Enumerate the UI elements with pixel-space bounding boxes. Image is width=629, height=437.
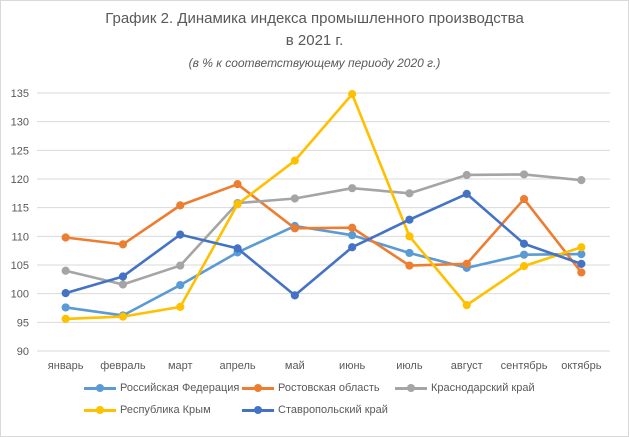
chart-subtitle: (в % к соответствующему периоду 2020 г.) bbox=[188, 56, 441, 70]
data-point bbox=[61, 303, 70, 312]
legend-label: Ростовская область bbox=[278, 382, 380, 394]
y-tick-label: 115 bbox=[11, 203, 29, 215]
x-tick-label: апрель bbox=[220, 360, 256, 372]
y-tick-label: 125 bbox=[11, 145, 29, 157]
legend-label: Краснодарский край bbox=[431, 382, 535, 394]
x-tick-label: май bbox=[285, 360, 305, 372]
data-point bbox=[176, 261, 185, 270]
data-point bbox=[405, 215, 414, 224]
data-point bbox=[519, 194, 529, 204]
data-point bbox=[519, 262, 529, 271]
y-tick-label: 100 bbox=[11, 289, 29, 301]
data-point bbox=[118, 280, 128, 289]
series-line-3 bbox=[65, 173, 582, 286]
x-tick-label: январь bbox=[48, 360, 84, 372]
data-point bbox=[348, 184, 357, 193]
y-tick-label: 135 bbox=[11, 88, 29, 100]
chart-title-line1: График 2. Динамика индекса промышленного… bbox=[105, 10, 524, 27]
data-point bbox=[462, 170, 471, 180]
legend-label: Ставропольский край bbox=[278, 404, 388, 416]
y-tick-label: 90 bbox=[17, 346, 29, 358]
data-point bbox=[405, 232, 414, 241]
data-point bbox=[176, 302, 185, 311]
data-point bbox=[290, 194, 299, 203]
data-point bbox=[61, 266, 70, 275]
legend-swatch bbox=[84, 405, 116, 415]
data-point bbox=[462, 301, 471, 310]
y-tick-label: 105 bbox=[11, 260, 29, 272]
series-line-2 bbox=[65, 182, 583, 274]
y-tick-label: 130 bbox=[11, 117, 29, 129]
legend-item: Республика Крым bbox=[84, 404, 211, 416]
data-point bbox=[290, 291, 299, 300]
y-tick-label: 110 bbox=[11, 231, 29, 243]
data-point bbox=[118, 312, 128, 321]
legend-item: Ставропольский край bbox=[242, 404, 388, 416]
series-line-5 bbox=[65, 192, 582, 297]
data-point bbox=[577, 268, 586, 277]
data-point bbox=[577, 176, 586, 185]
legend-item: Ростовская область bbox=[242, 382, 380, 394]
legend-item: Краснодарский край bbox=[395, 382, 535, 394]
data-point bbox=[290, 224, 299, 233]
data-point bbox=[348, 223, 357, 232]
data-point bbox=[176, 201, 185, 210]
legend-label: Республика Крым bbox=[120, 404, 211, 416]
data-point bbox=[118, 240, 128, 249]
x-tick-label: август bbox=[451, 360, 483, 372]
legend-item: Российская Федерация bbox=[84, 382, 239, 394]
y-tick-label: 95 bbox=[17, 317, 29, 329]
data-point bbox=[577, 243, 586, 252]
x-tick-label: июль bbox=[396, 360, 423, 372]
data-point bbox=[462, 259, 471, 268]
legend-label: Российская Федерация bbox=[120, 382, 240, 394]
data-point bbox=[577, 259, 586, 268]
legend-swatch bbox=[242, 405, 274, 415]
data-point bbox=[61, 314, 70, 323]
data-point bbox=[118, 272, 128, 281]
data-point bbox=[577, 250, 586, 259]
data-point bbox=[348, 243, 357, 252]
data-point bbox=[405, 248, 414, 258]
data-point bbox=[462, 189, 471, 199]
data-point bbox=[405, 261, 414, 270]
legend-swatch bbox=[84, 383, 116, 393]
x-tick-label: сентябрь bbox=[501, 360, 548, 372]
x-tick-label: октябрь bbox=[561, 360, 601, 372]
data-point bbox=[290, 156, 299, 165]
series-line-4 bbox=[65, 92, 582, 321]
data-point bbox=[348, 231, 357, 240]
legend-swatch bbox=[395, 383, 427, 393]
data-point bbox=[233, 180, 242, 189]
data-point bbox=[61, 288, 70, 298]
data-point bbox=[519, 239, 529, 248]
series-line-1 bbox=[65, 224, 582, 317]
x-tick-label: март bbox=[168, 360, 193, 372]
x-tick-label: июнь bbox=[339, 360, 365, 372]
y-tick-label: 120 bbox=[11, 174, 29, 186]
data-point bbox=[348, 90, 357, 99]
data-point bbox=[519, 250, 529, 259]
chart-title-line2: в 2021 г. bbox=[285, 32, 344, 49]
data-point bbox=[233, 244, 242, 253]
data-point bbox=[176, 280, 185, 290]
data-point bbox=[61, 233, 70, 242]
data-point bbox=[405, 189, 414, 198]
data-point bbox=[519, 170, 529, 179]
legend-swatch bbox=[242, 383, 274, 393]
data-point bbox=[233, 200, 242, 209]
x-tick-label: февраль bbox=[100, 360, 146, 372]
data-point bbox=[176, 230, 185, 239]
